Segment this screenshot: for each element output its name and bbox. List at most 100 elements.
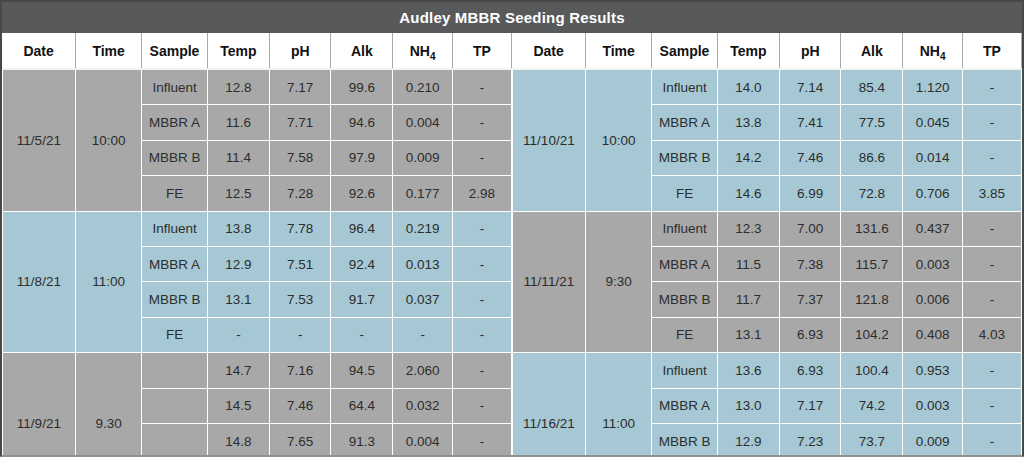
col-header-label: Sample	[660, 43, 710, 59]
cell-tp: -	[452, 211, 511, 246]
cell-nh4: 0.210	[393, 69, 453, 105]
cell-ph: 6.93	[780, 317, 841, 352]
col-header-sample: Sample	[142, 33, 207, 69]
cell-alk: 91.7	[331, 282, 393, 317]
cell-nh4: 0.003	[903, 388, 963, 423]
cell-nh4: 2.060	[393, 353, 453, 388]
col-header-time: Time	[75, 33, 142, 69]
cell-ph: 7.17	[780, 388, 841, 423]
col-header-label: Sample	[150, 43, 200, 59]
cell-nh4: 0.219	[393, 211, 453, 246]
cell-alk: 85.4	[841, 69, 903, 105]
cell-tp: -	[962, 423, 1021, 457]
cell-ph: 7.46	[270, 388, 331, 423]
cell-nh4: 0.437	[903, 211, 963, 246]
col-header-label: NH	[410, 43, 430, 59]
cell-alk: 99.6	[331, 69, 393, 105]
col-header-alk: Alk	[331, 33, 393, 69]
cell-tp: -	[452, 423, 511, 457]
cell-temp: -	[207, 317, 270, 352]
cell-temp: 11.4	[207, 140, 270, 175]
cell-sample: MBBR B	[652, 423, 717, 457]
cell-tp: -	[452, 317, 511, 352]
cell-ph: 7.23	[780, 423, 841, 457]
col-header-label: Temp	[220, 43, 256, 59]
table-row: 11/5/2110:00Influent12.87.1799.60.210-	[3, 69, 512, 105]
cell-sample: MBBR B	[652, 282, 717, 317]
col-header-nh4: NH4	[393, 33, 453, 69]
cell-sample	[142, 353, 207, 388]
cell-alk: 94.5	[331, 353, 393, 388]
cell-nh4: 0.706	[903, 176, 963, 211]
cell-tp: -	[962, 140, 1021, 175]
cell-tp: 3.85	[962, 176, 1021, 211]
results-table-frame: Audley MBBR Seeding Results DateTimeSamp…	[0, 0, 1024, 457]
time-cell: 11:00	[75, 211, 142, 353]
col-header-label: Date	[533, 43, 563, 59]
col-header-label: TP	[983, 43, 1001, 59]
cell-nh4: -	[393, 317, 453, 352]
table-row: 11/10/2110:00Influent14.07.1485.41.120-	[513, 69, 1022, 105]
cell-nh4: 0.037	[393, 282, 453, 317]
cell-tp: 2.98	[452, 176, 511, 211]
cell-temp: 11.7	[717, 282, 780, 317]
cell-sample: Influent	[142, 69, 207, 105]
cell-temp: 12.5	[207, 176, 270, 211]
right-table: DateTimeSampleTemppHAlkNH4TP11/10/2110:0…	[512, 33, 1022, 457]
time-cell: 9.30	[75, 353, 142, 457]
col-header-ph: pH	[780, 33, 841, 69]
col-header-subscript: 4	[430, 50, 436, 61]
cell-tp: -	[962, 388, 1021, 423]
cell-tp: -	[962, 69, 1021, 105]
cell-ph: 7.53	[270, 282, 331, 317]
cell-ph: 7.51	[270, 246, 331, 281]
date-cell: 11/5/21	[3, 69, 76, 211]
col-header-time: Time	[585, 33, 652, 69]
data-row-group: 11/10/2110:00Influent14.07.1485.41.120- M…	[513, 69, 1022, 457]
cell-temp: 13.8	[717, 105, 780, 140]
cell-ph: 7.00	[780, 211, 841, 246]
table-row: 11/11/219:30Influent12.37.00131.60.437-	[513, 211, 1022, 246]
cell-tp: -	[962, 246, 1021, 281]
cell-tp: -	[452, 140, 511, 175]
cell-tp: -	[452, 282, 511, 317]
cell-temp: 13.1	[717, 317, 780, 352]
date-cell: 11/9/21	[3, 353, 76, 457]
cell-nh4: 0.032	[393, 388, 453, 423]
col-header-ph: pH	[270, 33, 331, 69]
cell-nh4: 0.177	[393, 176, 453, 211]
cell-ph: 7.78	[270, 211, 331, 246]
cell-temp: 14.0	[717, 69, 780, 105]
table-row: 11/9/219.3014.77.1694.52.060-	[3, 353, 512, 388]
cell-tp: -	[962, 282, 1021, 317]
col-header-label: Time	[92, 43, 124, 59]
col-header-label: pH	[291, 43, 310, 59]
table-row: 11/8/2111:00Influent13.87.7896.40.219-	[3, 211, 512, 246]
cell-ph: 7.41	[780, 105, 841, 140]
cell-sample: Influent	[652, 69, 717, 105]
date-cell: 11/16/21	[513, 353, 586, 457]
cell-temp: 11.6	[207, 105, 270, 140]
cell-alk: 97.9	[331, 140, 393, 175]
cell-tp: -	[452, 388, 511, 423]
cell-sample: Influent	[652, 353, 717, 388]
time-cell: 10:00	[585, 69, 652, 211]
cell-temp: 14.7	[207, 353, 270, 388]
cell-tp: -	[452, 353, 511, 388]
cell-tp: -	[452, 105, 511, 140]
table-row: 11/16/2111:00Influent13.66.93100.40.953-	[513, 353, 1022, 388]
cell-ph: 7.17	[270, 69, 331, 105]
cell-alk: 77.5	[841, 105, 903, 140]
cell-temp: 13.8	[207, 211, 270, 246]
cell-nh4: 0.006	[903, 282, 963, 317]
cell-sample: MBBR A	[652, 246, 717, 281]
cell-temp: 11.5	[717, 246, 780, 281]
cell-alk: -	[331, 317, 393, 352]
cell-temp: 12.8	[207, 69, 270, 105]
cell-nh4: 0.014	[903, 140, 963, 175]
cell-alk: 100.4	[841, 353, 903, 388]
cell-ph: 6.99	[780, 176, 841, 211]
header-row: DateTimeSampleTemppHAlkNH4TP	[3, 33, 512, 69]
cell-temp: 13.1	[207, 282, 270, 317]
cell-alk: 74.2	[841, 388, 903, 423]
